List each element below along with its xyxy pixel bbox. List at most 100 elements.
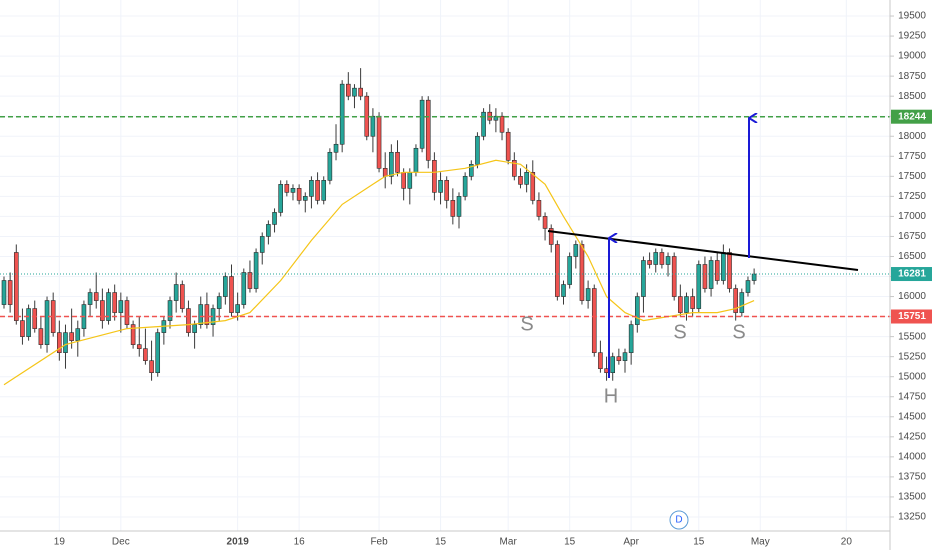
x-tick-label: 15 bbox=[693, 537, 705, 548]
candle-body bbox=[376, 115, 382, 169]
candle-body bbox=[684, 296, 689, 313]
candle-body bbox=[284, 184, 290, 193]
candle-body bbox=[468, 164, 474, 177]
candle-body bbox=[696, 264, 702, 309]
candle-body bbox=[198, 304, 204, 325]
candle-body bbox=[346, 83, 351, 97]
x-tick-label: 16 bbox=[294, 537, 306, 548]
candle-body bbox=[678, 296, 683, 313]
candle-body bbox=[266, 224, 271, 237]
candle-body bbox=[155, 332, 161, 373]
candle-body bbox=[530, 172, 536, 201]
candle-body bbox=[616, 356, 622, 361]
candle-body bbox=[745, 280, 751, 293]
candle-body bbox=[186, 308, 191, 333]
candle-body bbox=[555, 244, 560, 297]
neckline bbox=[547, 230, 859, 271]
x-tick-label: Dec bbox=[112, 537, 130, 548]
y-tick-label: 17000 bbox=[898, 211, 926, 222]
y-tick-label: 13750 bbox=[898, 472, 926, 483]
y-tick-label: 15500 bbox=[898, 331, 926, 342]
candle-body bbox=[512, 159, 517, 177]
candle-body bbox=[395, 151, 400, 173]
candle-body bbox=[450, 200, 456, 217]
x-tick-label: Feb bbox=[370, 537, 388, 548]
price-level-label: 18244 bbox=[898, 111, 926, 122]
y-tick-label: 16500 bbox=[898, 251, 926, 262]
candle-body bbox=[216, 296, 222, 309]
candle-body bbox=[247, 272, 253, 289]
x-tick-label: May bbox=[751, 537, 770, 548]
candle-body bbox=[339, 83, 345, 145]
candle-body bbox=[438, 180, 443, 193]
candle-body bbox=[136, 344, 142, 349]
candle-body bbox=[432, 159, 437, 193]
candle-body bbox=[628, 324, 634, 353]
y-tick-label: 14750 bbox=[898, 391, 926, 402]
candle-body bbox=[173, 284, 179, 301]
candle-body bbox=[229, 276, 234, 313]
candle-body bbox=[130, 324, 136, 345]
candle-body bbox=[610, 356, 616, 373]
candle-body bbox=[180, 284, 185, 309]
candle-body bbox=[100, 300, 105, 321]
candle-body bbox=[721, 252, 726, 281]
candle-body bbox=[93, 292, 99, 301]
candle-body bbox=[524, 172, 529, 185]
y-tick-label: 19250 bbox=[898, 31, 926, 42]
y-tick-label: 17500 bbox=[898, 171, 926, 182]
candle-body bbox=[499, 115, 505, 133]
y-tick-label: 14250 bbox=[898, 431, 926, 442]
pattern-label: S bbox=[732, 321, 745, 343]
candle-body bbox=[462, 176, 468, 197]
candle-body bbox=[604, 368, 609, 373]
candle-body bbox=[751, 273, 757, 281]
candle-body bbox=[702, 264, 708, 289]
candle-body bbox=[309, 180, 314, 197]
candle-body bbox=[278, 184, 283, 213]
plot bbox=[0, 68, 890, 386]
candle-body bbox=[253, 252, 259, 289]
candle-body bbox=[690, 296, 695, 309]
candle-body bbox=[1, 280, 7, 305]
x-tick-label: 15 bbox=[564, 537, 576, 548]
candle-body bbox=[733, 288, 738, 313]
y-tick-label: 15000 bbox=[898, 371, 926, 382]
candle-body bbox=[327, 151, 333, 181]
candle-body bbox=[204, 304, 210, 325]
axis: 13250 13500 13750 14000 14250 14500 14750 15000… bbox=[54, 11, 932, 548]
candle-body bbox=[389, 151, 394, 177]
y-tick-label: 18500 bbox=[898, 91, 926, 102]
price-level-box bbox=[891, 267, 932, 282]
candle-body bbox=[548, 228, 554, 245]
candle-body bbox=[561, 284, 566, 297]
y-tick-label: 14500 bbox=[898, 411, 926, 422]
candle-body bbox=[358, 87, 363, 97]
candle-body bbox=[259, 236, 265, 253]
candle-body bbox=[542, 216, 548, 229]
candle-body bbox=[321, 180, 327, 201]
badge[interactable] bbox=[669, 510, 689, 530]
candle-body bbox=[591, 288, 597, 353]
candle-body bbox=[419, 99, 425, 149]
candle-body bbox=[352, 87, 357, 97]
candle-body bbox=[714, 260, 720, 281]
candle-body bbox=[444, 180, 449, 201]
candle-body bbox=[13, 252, 19, 321]
candle-body bbox=[272, 212, 277, 225]
candle-body bbox=[302, 196, 308, 201]
pattern-label: S bbox=[673, 321, 686, 343]
candle-body bbox=[149, 360, 154, 373]
candle-body bbox=[57, 332, 62, 353]
candle-body bbox=[567, 256, 572, 285]
candle-body bbox=[112, 292, 117, 313]
candle-body bbox=[167, 300, 173, 321]
x-tick-label: Apr bbox=[623, 537, 639, 548]
candle-body bbox=[739, 292, 745, 313]
candle-body bbox=[7, 280, 13, 305]
y-tick-label: 16750 bbox=[898, 231, 926, 242]
candle-body bbox=[518, 176, 523, 185]
candle-body bbox=[315, 180, 320, 201]
candle-body bbox=[106, 292, 111, 321]
